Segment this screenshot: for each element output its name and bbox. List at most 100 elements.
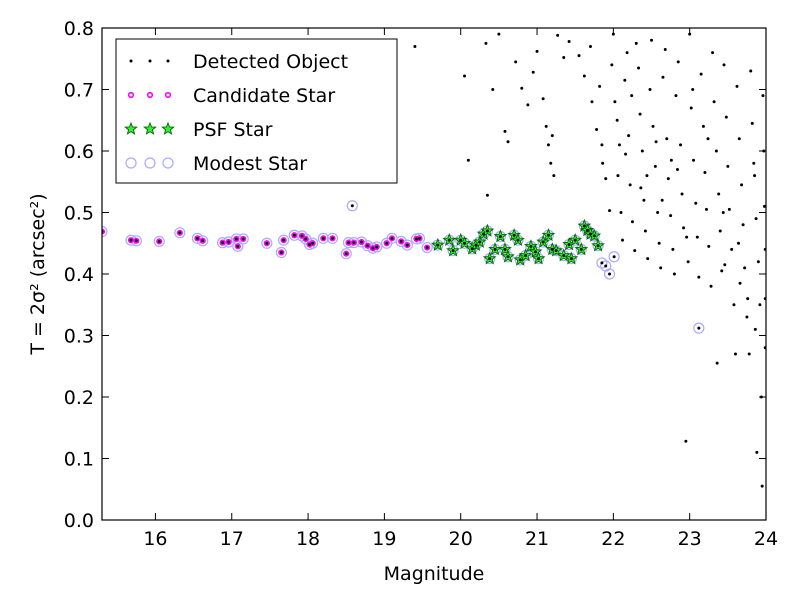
data-point	[156, 238, 163, 245]
legend-marker	[127, 91, 135, 99]
data-point	[697, 326, 701, 330]
data-point	[282, 238, 286, 242]
data-point	[298, 232, 306, 239]
data-point	[373, 243, 380, 251]
data-point	[417, 236, 421, 240]
data-point	[308, 242, 312, 246]
data-point	[740, 183, 744, 187]
data-point	[234, 237, 238, 241]
data-point	[388, 235, 396, 242]
data-point	[663, 48, 667, 52]
data-point	[343, 250, 350, 257]
y-tick-label: 0.6	[64, 141, 94, 163]
data-point	[645, 174, 649, 178]
data-point	[484, 41, 488, 45]
data-point	[405, 243, 409, 247]
data-point	[682, 226, 686, 230]
data-point	[650, 38, 654, 42]
y-tick-label: 0.2	[64, 387, 94, 409]
data-point	[498, 234, 502, 238]
data-point	[134, 239, 138, 243]
legend-marker	[146, 91, 154, 99]
data-point	[550, 134, 554, 138]
data-point	[735, 84, 739, 88]
y-tick-label: 0.0	[64, 510, 94, 532]
data-point	[642, 198, 646, 202]
data-point	[596, 244, 600, 248]
data-point	[234, 243, 241, 250]
data-point	[194, 235, 201, 242]
data-point	[722, 63, 726, 67]
data-point	[732, 303, 736, 307]
data-point	[588, 232, 592, 236]
data-point	[630, 220, 634, 224]
x-tick-label: 20	[449, 528, 473, 550]
data-point	[567, 40, 571, 44]
x-axis-label: Magnitude	[384, 563, 485, 585]
x-tick-label: 19	[372, 528, 396, 550]
data-point	[265, 241, 269, 245]
data-point	[721, 211, 725, 214]
data-point	[366, 244, 370, 248]
data-point	[347, 241, 351, 245]
data-point	[714, 149, 718, 153]
data-point	[546, 143, 550, 147]
data-point	[359, 240, 363, 244]
data-point	[562, 254, 566, 258]
data-point	[612, 255, 616, 259]
data-point	[709, 284, 713, 288]
data-point	[541, 240, 545, 244]
data-point	[738, 281, 742, 285]
data-point	[691, 158, 695, 162]
data-point	[506, 140, 510, 144]
data-point	[741, 223, 745, 227]
data-point	[399, 239, 403, 243]
data-point	[518, 258, 522, 262]
data-point	[680, 192, 684, 196]
data-point	[326, 232, 339, 244]
data-point	[646, 257, 650, 261]
data-point	[390, 236, 394, 240]
data-point	[364, 242, 371, 249]
legend-label: Detected Object	[193, 51, 348, 73]
data-point	[659, 266, 663, 270]
data-point	[512, 233, 516, 237]
data-point	[750, 121, 754, 125]
data-point	[317, 232, 329, 244]
legend-label: Candidate Star	[193, 85, 335, 107]
data-point	[623, 78, 627, 82]
data-point	[577, 54, 581, 58]
legend-marker	[124, 121, 138, 135]
data-point	[706, 137, 710, 141]
data-point	[617, 143, 621, 147]
plot-area	[102, 32, 766, 488]
data-point	[414, 237, 418, 241]
data-point	[639, 186, 643, 190]
data-point	[451, 249, 455, 253]
legend-item: Detected Object	[129, 51, 348, 73]
legend-item: Modest Star	[125, 153, 307, 175]
data-point	[541, 97, 545, 101]
data-point	[726, 164, 730, 168]
y-tick-label: 0.5	[64, 203, 94, 225]
data-point	[127, 237, 135, 244]
y-tick-label: 0.1	[64, 449, 94, 471]
data-point	[425, 246, 429, 250]
legend-item: PSF Star	[124, 119, 273, 141]
data-point	[756, 260, 760, 264]
data-point	[304, 237, 308, 241]
data-point	[493, 247, 497, 251]
data-point	[634, 41, 638, 45]
data-point	[463, 241, 467, 245]
data-point	[633, 249, 637, 253]
data-point	[552, 174, 556, 178]
y-tick-label: 0.7	[64, 80, 94, 102]
x-tick-label: 22	[601, 528, 625, 550]
data-point	[240, 235, 247, 243]
data-point	[514, 60, 518, 64]
data-point	[745, 315, 749, 319]
data-point	[608, 272, 612, 276]
legend-marker	[144, 157, 156, 169]
data-point	[697, 275, 701, 279]
